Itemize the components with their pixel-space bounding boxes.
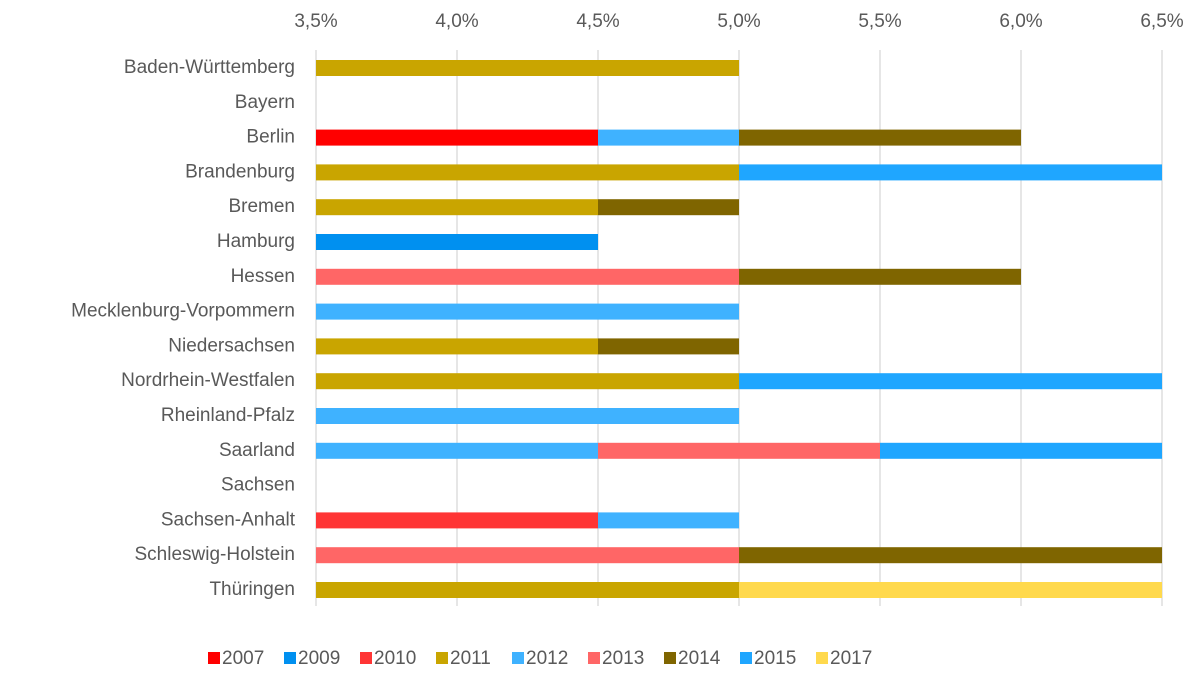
- legend-swatch: [816, 652, 828, 664]
- bar-segment: [316, 442, 598, 459]
- bar-segment: [316, 164, 739, 181]
- y-tick-label: Hamburg: [217, 231, 295, 252]
- bar-segment: [880, 442, 1162, 459]
- bar-segment: [739, 582, 1162, 598]
- legend-swatch: [436, 652, 448, 664]
- legend-label: 2015: [754, 648, 796, 669]
- legend-swatch: [360, 652, 372, 664]
- bar-segment: [598, 338, 739, 355]
- y-tick-label: Niedersachsen: [168, 335, 295, 356]
- x-tick-label: 6,0%: [999, 11, 1042, 32]
- x-tick-label: 4,5%: [576, 11, 619, 32]
- legend-swatch: [588, 652, 600, 664]
- legend-label: 2013: [602, 648, 644, 669]
- y-tick-label: Rheinland-Pfalz: [161, 405, 295, 426]
- bar-segment: [316, 512, 598, 529]
- bar-segment: [316, 268, 739, 285]
- legend-label: 2009: [298, 648, 340, 669]
- legend-swatch: [284, 652, 296, 664]
- legend-swatch: [512, 652, 524, 664]
- y-tick-label: Sachsen-Anhalt: [161, 509, 296, 530]
- bar-segment: [316, 129, 598, 146]
- bar-segment: [739, 373, 1162, 390]
- legend-label: 2007: [222, 648, 264, 669]
- y-tick-label: Baden-Württemberg: [124, 57, 295, 78]
- bar-segment: [316, 338, 598, 355]
- legend-label: 2011: [450, 648, 491, 669]
- x-tick-label: 5,0%: [717, 11, 760, 32]
- bar-segment: [598, 129, 739, 146]
- bar-segment: [598, 199, 739, 216]
- x-tick-label: 6,5%: [1140, 11, 1183, 32]
- y-tick-label: Hessen: [231, 266, 295, 287]
- legend-label: 2017: [830, 648, 872, 669]
- y-tick-label: Thüringen: [209, 579, 295, 600]
- bar-segment: [316, 234, 598, 250]
- bar-segment: [739, 164, 1162, 181]
- bar-segment: [316, 60, 739, 76]
- bar-segment: [316, 303, 739, 320]
- bar-segment: [316, 582, 739, 598]
- legend-label: 2012: [526, 648, 568, 669]
- y-tick-label: Berlin: [246, 127, 295, 148]
- legend-label: 2014: [678, 648, 721, 669]
- y-tick-label: Nordrhein-Westfalen: [121, 370, 295, 391]
- bar-segment: [598, 442, 880, 459]
- y-tick-label: Bremen: [228, 196, 295, 217]
- y-tick-label: Schleswig-Holstein: [134, 544, 295, 565]
- bar-segment: [316, 373, 739, 390]
- x-tick-label: 3,5%: [294, 11, 337, 32]
- bar-segment: [739, 547, 1162, 564]
- bar-segment: [316, 199, 598, 216]
- legend-swatch: [740, 652, 752, 664]
- bar-segment: [316, 408, 739, 424]
- y-tick-label: Sachsen: [221, 475, 295, 496]
- legend-label: 2010: [374, 648, 416, 669]
- x-tick-label: 5,5%: [858, 11, 901, 32]
- x-tick-label: 4,0%: [435, 11, 478, 32]
- bar-segment: [316, 547, 739, 564]
- bar-segment: [739, 268, 1021, 285]
- bar-segment: [598, 512, 739, 529]
- bar-segment: [739, 129, 1021, 146]
- y-tick-label: Bayern: [235, 92, 295, 113]
- legend-swatch: [208, 652, 220, 664]
- y-tick-label: Saarland: [219, 440, 295, 461]
- legend-swatch: [664, 652, 676, 664]
- y-tick-label: Mecklenburg-Vorpommern: [71, 301, 295, 322]
- y-tick-label: Brandenburg: [185, 161, 295, 182]
